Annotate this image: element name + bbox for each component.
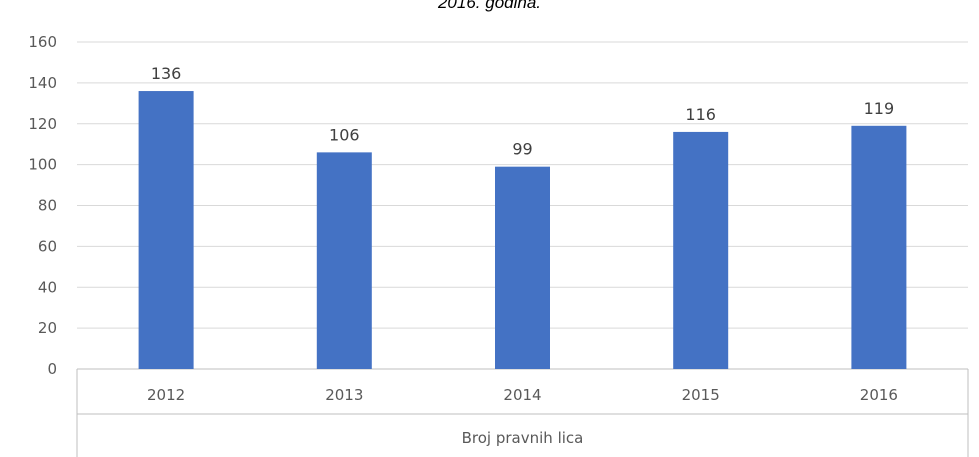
y-tick-label: 20 bbox=[38, 319, 57, 337]
axes bbox=[76, 369, 969, 457]
y-tick-label: 140 bbox=[28, 74, 57, 92]
bar bbox=[851, 125, 907, 369]
data-label: 136 bbox=[151, 64, 182, 83]
data-label: 106 bbox=[329, 125, 360, 144]
bars bbox=[138, 91, 907, 370]
x-tick-labels: 2012 2013 2014 2015 2016 bbox=[147, 386, 898, 404]
x-tick-label: 2013 bbox=[325, 386, 363, 404]
data-label: 99 bbox=[512, 140, 532, 159]
y-tick-label: 40 bbox=[38, 278, 57, 296]
y-tick-label: 60 bbox=[38, 237, 57, 255]
bar bbox=[673, 131, 729, 369]
chart-caption: 2016. godina. bbox=[437, 0, 542, 12]
x-tick-label: 2015 bbox=[682, 386, 720, 404]
data-label: 119 bbox=[864, 99, 895, 118]
x-tick-label: 2016 bbox=[860, 386, 898, 404]
y-tick-label: 0 bbox=[47, 360, 57, 378]
y-tick-label: 120 bbox=[28, 115, 57, 133]
bar bbox=[495, 166, 550, 369]
data-labels: 136 106 99 116 119 bbox=[151, 64, 894, 159]
x-tick-label: 2012 bbox=[147, 386, 185, 404]
bar bbox=[138, 91, 194, 370]
data-label: 116 bbox=[685, 105, 716, 124]
y-tick-label: 80 bbox=[38, 197, 57, 215]
y-tick-label: 160 bbox=[28, 33, 57, 51]
y-tick-labels: 0 20 40 60 80 100 120 140 160 bbox=[28, 33, 57, 378]
bar bbox=[316, 152, 372, 369]
x-axis-label: Broj pravnih lica bbox=[462, 429, 584, 447]
x-tick-label: 2014 bbox=[503, 386, 541, 404]
y-tick-label: 100 bbox=[28, 156, 57, 174]
